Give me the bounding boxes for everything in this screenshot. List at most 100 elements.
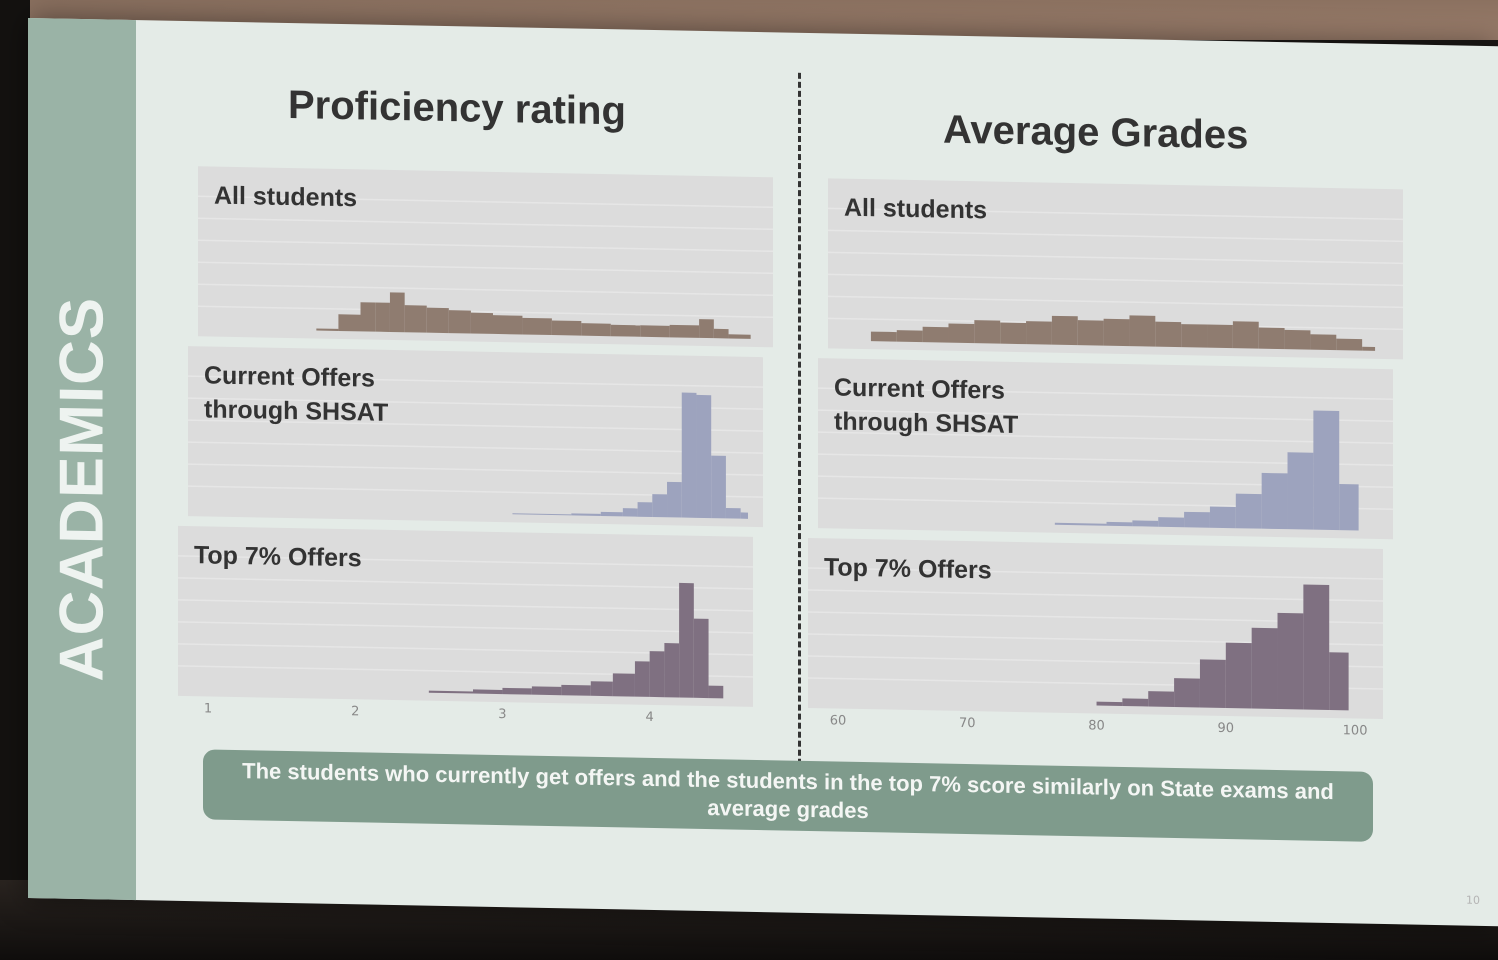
x-tick-label: 90 [1217,720,1235,737]
histogram-bar [679,582,694,698]
histogram-bar [713,328,729,339]
histogram-bar [1174,678,1200,708]
grid-line [198,239,773,253]
grid-line [198,261,773,275]
left-top7-histogram [178,555,753,699]
histogram-bar [428,690,473,694]
right-top7-histogram [808,567,1383,711]
sidebar: ACADEMICS [28,18,136,901]
grid-line [818,409,1393,422]
histogram-bar [470,312,493,334]
x-tick-label: 1 [203,701,213,717]
histogram-bar [1155,321,1182,348]
x-tick-label: 3 [498,707,507,723]
histogram-bar [1235,493,1262,529]
grid-line [178,621,753,634]
histogram-bar [1251,627,1278,709]
left-column-title: Proficiency rating [288,82,626,134]
histogram-bar [1209,506,1236,529]
histogram-bar [561,684,591,696]
histogram-bar [502,687,532,695]
histogram-bar [708,685,724,699]
histogram-bar [667,481,682,518]
column-divider [798,72,801,783]
histogram-bar [681,392,697,518]
right-column-title: Average Grades [943,107,1249,158]
histogram-bar [637,502,653,517]
grid-line [188,419,763,432]
histogram-bar [1051,315,1078,346]
right-current-offers-histogram [818,387,1393,531]
histogram-bar [1103,318,1130,347]
right-panel-top7: Top 7% Offers [808,537,1383,720]
x-tick-label: 60 [829,713,847,729]
grid-line [178,599,753,612]
histogram-bar [338,314,361,332]
histogram-bar [1303,584,1330,710]
grid-line [198,305,773,319]
grid-line [178,555,753,568]
right-panel-all-students: All students [828,178,1403,360]
histogram-bar [531,686,562,696]
grid-line [198,217,773,231]
x-tick-label: 4 [645,709,654,726]
histogram-bar [1132,520,1159,527]
grid-line [828,207,1403,221]
left-panel-top7: Top 7% Offers [178,525,753,707]
left-panel-all-students: All students [198,166,773,348]
histogram-bar [640,325,670,338]
histogram-bar [571,513,601,516]
x-tick-label: 100 [1342,723,1368,739]
left-x-axis: 1 2 3 4 [178,701,753,732]
histogram-bar [696,394,712,519]
left-current-offers-histogram [188,375,763,519]
histogram-bar [1339,484,1359,531]
histogram-bar [612,673,635,697]
histogram-bar [448,310,471,334]
panel-label: Current Offers through SHSAT [204,361,389,427]
panel-label: All students [214,181,358,213]
room-background-left [0,0,30,960]
histogram-bar [1362,346,1376,351]
grid-line [828,251,1403,265]
histogram-bar [1261,472,1288,530]
histogram-bar [649,651,665,698]
page-number: 10 [1466,893,1480,907]
x-tick-label: 80 [1088,718,1105,734]
histogram-bar [473,689,503,695]
panel-label: Current Offers through SHSAT [834,373,1019,440]
histogram-bar [1336,338,1363,351]
grid-line [818,431,1393,444]
histogram-bar [693,618,709,699]
histogram-bar [1181,324,1208,348]
sidebar-label: ACADEMICS [47,296,117,682]
histogram-bar [581,323,611,337]
histogram-bar [974,320,1001,344]
histogram-bar [1277,612,1304,710]
histogram-bar [360,302,376,332]
histogram-bar [725,507,741,519]
grid-line [828,273,1403,287]
histogram-bar [1329,652,1349,711]
grid-line [188,375,763,388]
presentation-slide: ACADEMICS Proficiency rating Average Gra… [28,18,1498,927]
grid-line [808,589,1383,602]
x-tick-label: 70 [958,715,976,732]
histogram-bar [1096,701,1123,707]
histogram-bar [1026,321,1052,345]
histogram-bar [948,323,975,344]
panel-label: Top 7% Offers [194,541,362,573]
grid-line [198,283,773,297]
histogram-bar [1148,691,1175,708]
right-x-axis: 60 70 80 90 100 [808,713,1383,744]
histogram-bar [590,681,613,697]
grid-line [188,463,763,476]
histogram-bar [1310,334,1337,351]
histogram-bar [711,455,726,519]
histogram-bar [404,305,427,333]
histogram-bar [664,643,680,698]
histogram-bar [634,661,650,697]
histogram-bar [389,292,405,333]
histogram-bar [316,328,339,331]
panel-label: Top 7% Offers [824,553,992,585]
